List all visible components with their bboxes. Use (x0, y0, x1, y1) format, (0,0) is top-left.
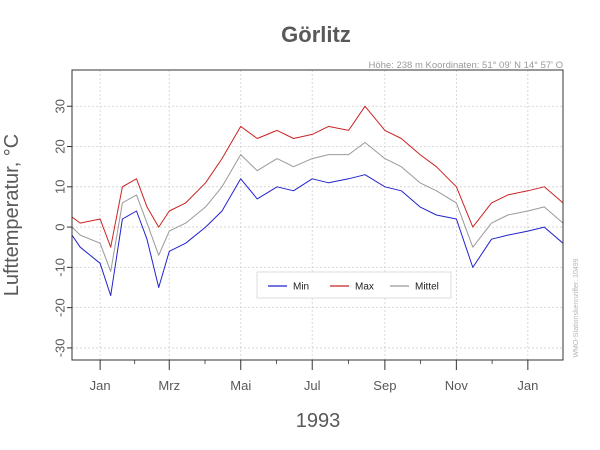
chart-title: Görlitz (281, 22, 351, 47)
y-tick-label: 0 (52, 223, 67, 230)
series-line-mittel (72, 142, 563, 272)
x-tick-label: Mrz (158, 378, 180, 393)
legend: Min Max Mittel (256, 271, 452, 299)
series-lines (72, 105, 563, 297)
y-tick-label: 10 (52, 180, 67, 194)
legend-box (256, 271, 452, 299)
y-axis: -30 -20 -10 0 10 20 30 (52, 99, 72, 357)
y-tick-label: 30 (52, 99, 67, 113)
y-tick-label: -30 (52, 339, 67, 358)
legend-label-max: Max (355, 282, 374, 293)
y-axis-label: Lufttemperatur, °C (1, 134, 23, 297)
x-tick-label: Mai (230, 378, 251, 393)
x-tick-label: Sep (373, 378, 396, 393)
y-tick-label: -20 (52, 298, 67, 317)
x-axis-label: 1993 (296, 410, 341, 432)
x-tick-label: Nov (445, 378, 469, 393)
x-tick-label: Jul (304, 378, 321, 393)
chart-subtitle: Höhe: 238 m Koordinaten: 51° 09' N 14° 5… (369, 60, 564, 71)
x-tick-label: Jan (517, 378, 538, 393)
station-id-note: WMO-Stationskennziffer: 10499 (573, 258, 580, 357)
series-line-min (72, 174, 563, 297)
legend-label-mittel: Mittel (415, 282, 439, 293)
grid-lines (72, 70, 563, 360)
x-axis: Jan Mrz Mai Jul Sep Nov Jan (90, 360, 538, 393)
legend-label-min: Min (293, 282, 309, 293)
y-tick-label: -10 (52, 258, 67, 277)
plot-frame (71, 69, 564, 361)
series-line-max (72, 105, 563, 248)
x-tick-label: Jan (90, 378, 111, 393)
y-tick-label: 20 (52, 139, 67, 153)
